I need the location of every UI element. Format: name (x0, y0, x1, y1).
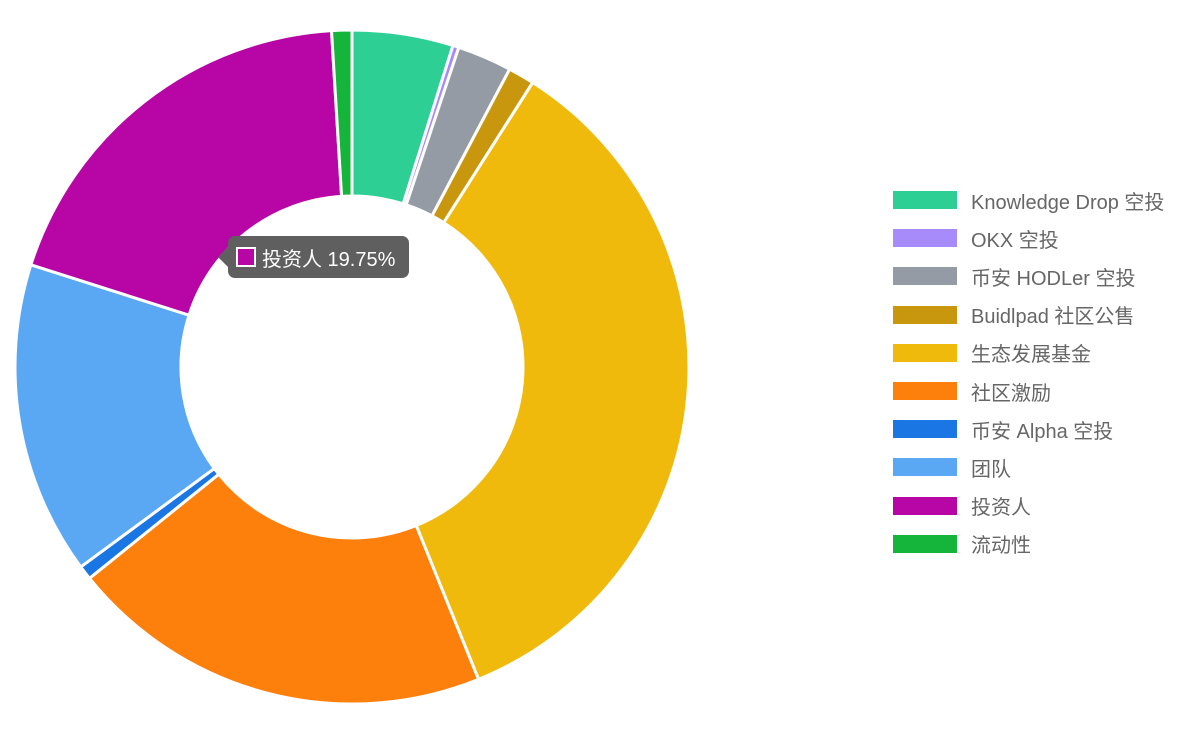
legend-label: 币安 HODLer 空投 (971, 267, 1136, 290)
legend-item[interactable]: 团队 (893, 448, 1164, 486)
legend-color-swatch (893, 382, 957, 401)
legend-color-swatch (893, 191, 957, 210)
legend-label: 生态发展基金 (971, 344, 1091, 367)
legend-color-swatch (893, 229, 957, 248)
legend-item[interactable]: 币安 HODLer 空投 (893, 257, 1164, 295)
legend-label: 社区激励 (971, 382, 1051, 405)
legend-color-swatch (893, 458, 957, 477)
legend-color-swatch (893, 267, 957, 286)
legend-item[interactable]: OKX 空投 (893, 219, 1164, 257)
tooltip-color-swatch (236, 247, 256, 267)
legend-color-swatch (893, 343, 957, 362)
legend-label: 团队 (971, 458, 1011, 481)
legend-label: 币安 Alpha 空投 (971, 420, 1114, 443)
donut-slice[interactable] (13, 262, 217, 570)
donut-chart-canvas (13, 28, 691, 706)
donut-slice[interactable] (87, 472, 481, 706)
legend-item[interactable]: 币安 Alpha 空投 (893, 410, 1164, 448)
legend-item[interactable]: Knowledge Drop 空投 (893, 181, 1164, 219)
legend-label: 流动性 (971, 535, 1031, 558)
legend-label: 投资人 (971, 497, 1031, 520)
legend-item[interactable]: 流动性 (893, 525, 1164, 563)
tooltip-label: 投资人 19.75% (262, 248, 396, 271)
chart-tooltip: 投资人 19.75% (217, 236, 410, 278)
donut-slice[interactable] (414, 80, 691, 682)
legend-item[interactable]: 投资人 (893, 487, 1164, 525)
legend-color-swatch (893, 534, 957, 553)
legend-label: Knowledge Drop 空投 (971, 191, 1165, 214)
legend-item[interactable]: Buidlpad 社区公售 (893, 296, 1164, 334)
legend-color-swatch (893, 496, 957, 515)
legend-label: OKX 空投 (971, 229, 1059, 252)
legend-color-swatch (893, 420, 957, 439)
legend-color-swatch (893, 305, 957, 324)
legend-item[interactable]: 生态发展基金 (893, 334, 1164, 372)
donut-slice[interactable] (329, 28, 354, 198)
chart-legend: Knowledge Drop 空投 OKX 空投币安 HODLer 空投 Buidl… (893, 181, 1164, 563)
legend-item[interactable]: 社区激励 (893, 372, 1164, 410)
legend-label: Buidlpad 社区公售 (971, 306, 1135, 329)
